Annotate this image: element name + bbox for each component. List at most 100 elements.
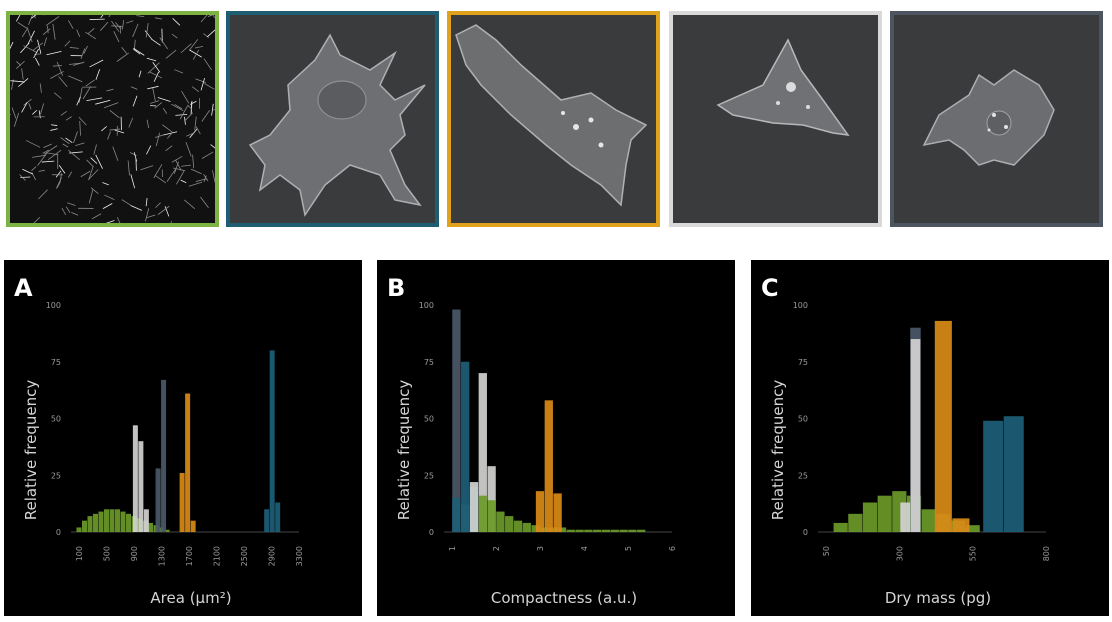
cell-mark (10, 41, 14, 50)
cell-mark (113, 31, 120, 43)
cell-mark (91, 213, 102, 220)
cell-mark (155, 175, 167, 184)
cell-mark (56, 182, 61, 188)
cell-mark (145, 198, 148, 207)
bar-orange (553, 493, 562, 532)
cell-mark (21, 29, 28, 38)
cell-mark (95, 154, 103, 169)
cell-mark (16, 15, 21, 22)
cell-dark-image (922, 69, 1055, 166)
cell-mark (179, 105, 188, 120)
cell-mark (65, 137, 73, 144)
bar-blue (461, 361, 470, 532)
cell-mark (115, 22, 121, 29)
cell-mark (132, 95, 138, 107)
cell-mark (145, 23, 149, 38)
cell-mark (32, 154, 47, 158)
cell-mark (108, 15, 111, 18)
x-tick-label: 1 (448, 546, 457, 551)
x-tick-label: 800 (1042, 546, 1051, 561)
cell-mark (200, 15, 208, 23)
cell-mark (45, 16, 60, 26)
bar-orange (185, 393, 191, 532)
cell-mark (26, 27, 33, 43)
x-tick-label: 1700 (185, 546, 194, 566)
cell-mark (162, 124, 173, 133)
cell-mark (16, 61, 22, 66)
cell-mark (82, 86, 92, 100)
y-axis-label: Relative frequency (22, 380, 40, 521)
bar-green (628, 529, 637, 532)
cell-mark (155, 202, 161, 208)
cell-mark (130, 205, 143, 211)
cell-mark (25, 140, 41, 148)
bar-blue (275, 502, 281, 532)
y-tick-label: 50 (424, 415, 434, 424)
cell-mark (50, 124, 58, 126)
cell-mark (88, 169, 99, 180)
bar-green (496, 511, 505, 532)
x-tick-label: 3300 (295, 546, 304, 566)
bar-orange (544, 400, 553, 532)
cell-mark (146, 57, 157, 62)
cell-mark (185, 112, 193, 121)
cell-mark (153, 164, 163, 179)
cell-mark (147, 85, 159, 90)
cell-mark (43, 37, 47, 46)
cell-mark (194, 116, 197, 131)
cell-mark (67, 20, 74, 29)
y-tick-label: 0 (429, 528, 434, 537)
cell-mark (31, 15, 37, 19)
bar-green (148, 522, 153, 532)
chart-panel-a: A Relative frequency Area (µm²) 0 25 50 75 1… (4, 260, 362, 616)
cell-mark (95, 69, 101, 80)
cell-mark (181, 90, 190, 104)
cell-mark (21, 68, 24, 80)
cell-mark (203, 173, 209, 182)
cell-mark (121, 19, 125, 30)
bar-green (610, 529, 619, 532)
cell-mark (121, 199, 131, 206)
cell-mark (190, 168, 202, 175)
cell-mark (155, 134, 164, 138)
bar-green (505, 516, 514, 532)
cell-mark (184, 199, 196, 210)
x-axis-label: Area (µm²) (150, 589, 231, 607)
cell-mark (13, 112, 20, 127)
bar-orange (179, 472, 185, 532)
bar-light (132, 425, 138, 532)
bar-green (98, 511, 104, 532)
cell-mark (116, 52, 130, 62)
cell-mark (106, 88, 114, 92)
cell-mark (164, 206, 170, 217)
cell-mark (195, 126, 201, 135)
cell-mark (67, 171, 73, 178)
chart-panel-c: C Relative frequency Dry mass (pg) 0 25 50… (751, 260, 1109, 616)
cell-mark (184, 116, 186, 125)
bar-light (900, 502, 911, 532)
cell-mark (18, 78, 29, 87)
cell-mark (56, 61, 63, 76)
cell-mark (111, 20, 120, 32)
cell-mark (86, 159, 94, 167)
cell-mark (146, 214, 156, 219)
bar-light (469, 482, 479, 532)
bar-blue (269, 350, 275, 532)
cell-mark (88, 165, 94, 181)
cell-mark (47, 25, 49, 34)
bar-green (93, 513, 98, 532)
thumbnail-cell-orange (447, 11, 660, 227)
cell-mark (128, 117, 134, 128)
thumbnail-cell-blue (226, 11, 439, 227)
cell-mark (90, 187, 99, 195)
x-tick-label: 2 (492, 546, 501, 551)
cell-mark (17, 22, 28, 29)
x-tick-label: 2500 (240, 546, 249, 566)
cell-mark (19, 174, 26, 181)
y-tick-label: 0 (56, 528, 61, 537)
cell-mark (46, 50, 62, 56)
cell-mark (157, 205, 170, 215)
cell-mark (50, 128, 58, 131)
cell-mark (80, 48, 86, 59)
cell-mark (99, 21, 109, 31)
